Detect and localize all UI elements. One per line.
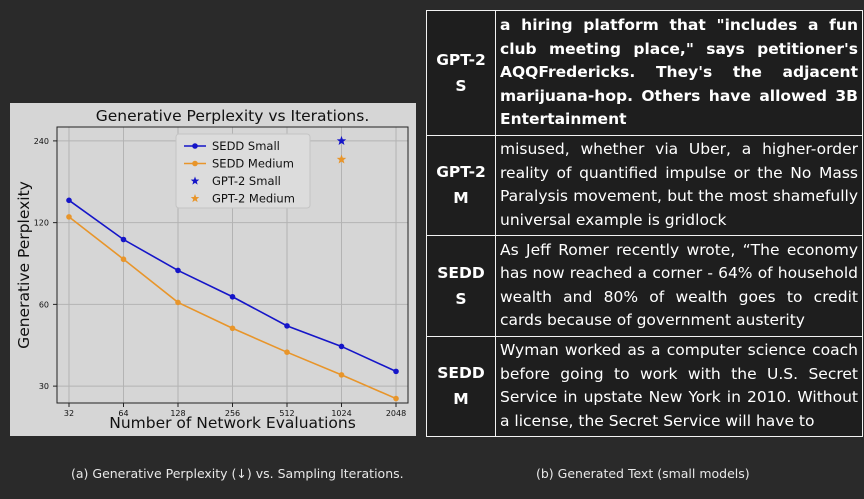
chart-svg: 32 64 128 256 512 1024 2048 30 60 120 240 Generativ…: [15, 107, 409, 432]
star-marker: [336, 154, 347, 164]
legend-box: [175, 133, 311, 209]
x-tick-label: 512: [279, 409, 294, 418]
legend-label: GPT-2 Small: [212, 174, 281, 188]
x-tick-label: 256: [225, 409, 240, 418]
star-marker: [336, 135, 347, 145]
data-point: [338, 343, 345, 350]
x-tick-label: 128: [170, 409, 185, 418]
x-tick-label: 1024: [331, 409, 351, 418]
data-point: [66, 197, 72, 204]
sample-text-cell: As Jeff Romer recently wrote, “The econo…: [495, 235, 863, 337]
model-name-cell: SEDD S: [426, 235, 496, 337]
data-point: [229, 325, 236, 332]
data-point: [393, 395, 399, 402]
model-name-cell: GPT-2 M: [426, 134, 496, 237]
data-point: [284, 349, 290, 355]
y-axis-label: Generative Perplexity: [15, 181, 33, 349]
perplexity-chart: 32 64 128 256 512 1024 2048 30 60 120 240 Generativ…: [10, 103, 416, 436]
data-point: [175, 299, 181, 306]
sample-text-cell: misused, whether via Uber, a higher-orde…: [495, 134, 863, 237]
model-name-cell: GPT-2 S: [426, 10, 496, 136]
model-name-cell: SEDD M: [426, 335, 496, 438]
y-tick-label: 30: [39, 382, 49, 391]
caption-b: (b) Generated Text (small models): [536, 466, 750, 481]
x-tick-label: 2048: [386, 409, 406, 418]
chart-title: Generative Perplexity vs Iterations.: [96, 107, 370, 125]
y-tick-label: 240: [34, 137, 49, 146]
x-tick-label: 32: [64, 409, 74, 418]
data-point: [284, 323, 290, 329]
x-tick-label: 64: [118, 409, 128, 418]
data-point: [175, 267, 181, 274]
data-point: [229, 293, 236, 300]
sample-text-cell: a hiring platform that "includes a fun c…: [495, 10, 863, 136]
legend-marker-swatch: [192, 143, 198, 149]
sample-row: SEDD S As Jeff Romer recently wrote, “The…: [426, 235, 863, 337]
data-point: [120, 256, 127, 263]
legend-label: SEDD Medium: [212, 157, 294, 171]
sample-text-cell: Wyman worked as a computer science coach…: [495, 335, 863, 438]
y-tick-label: 120: [34, 219, 49, 228]
legend-marker-swatch: [192, 160, 198, 167]
data-point: [120, 236, 127, 243]
data-point: [393, 368, 399, 375]
legend-star-swatch: [190, 194, 200, 203]
x-axis-label: Number of Network Evaluations: [109, 414, 356, 432]
legend-star-swatch: [190, 176, 200, 185]
caption-a: (a) Generative Perplexity (↓) vs. Sampli…: [71, 466, 404, 481]
legend-label: SEDD Small: [212, 139, 280, 153]
data-point: [66, 214, 72, 220]
sample-row: SEDD M Wyman worked as a computer science…: [426, 335, 863, 438]
legend-label: GPT-2 Medium: [212, 192, 295, 206]
data-point: [338, 372, 345, 378]
y-tick-label: 60: [39, 300, 49, 309]
